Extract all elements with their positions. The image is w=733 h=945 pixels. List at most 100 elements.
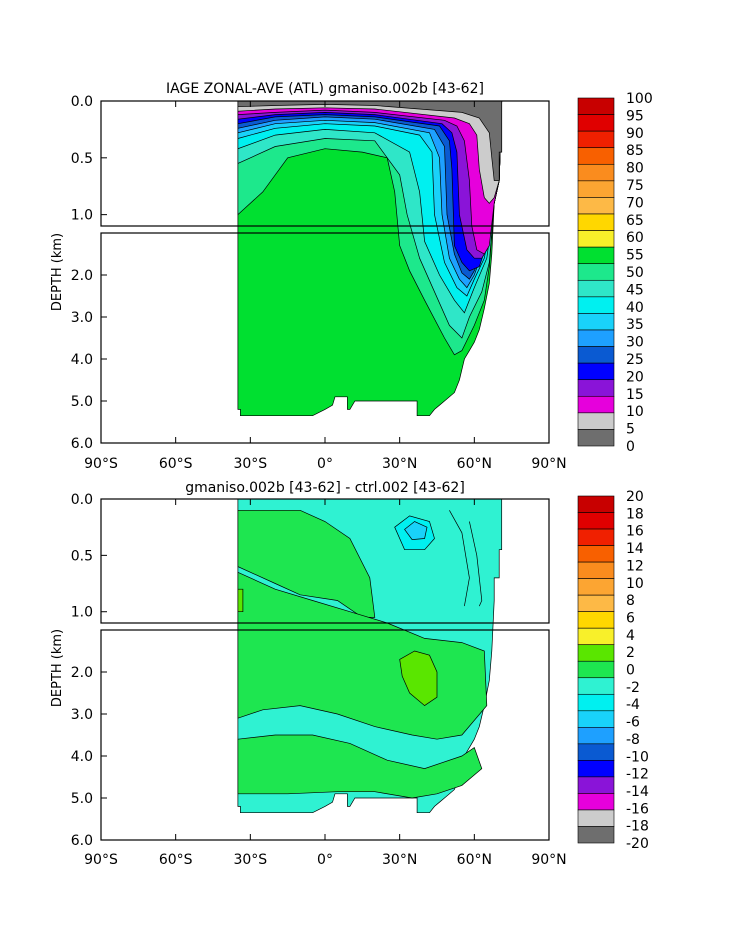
y-tick-label: 1.0 (71, 605, 93, 621)
lower-difference-field (237, 498, 503, 814)
y-tick-label: 5.0 (71, 791, 93, 807)
lower-axes: 90°S 60°S 30°S 0° 30°N 60°N 90°N 0.0 0.5 1.0 2.0 3.… (71, 492, 567, 868)
colorbar-swatch (577, 660, 615, 679)
colorbar-swatch (577, 279, 615, 298)
upper-chart-title: IAGE ZONAL-AVE (ATL) gmaniso.002b [43-62… (166, 81, 484, 97)
colorbar-swatch (577, 163, 615, 182)
colorbar-swatch (577, 693, 615, 712)
colorbar-label: 25 (626, 352, 644, 368)
y-tick-label: 2.0 (71, 665, 93, 681)
colorbar-swatch (577, 346, 615, 364)
colorbar-label: 20 (626, 369, 644, 385)
colorbar-swatch (577, 578, 615, 596)
colorbar-label: 40 (626, 300, 644, 316)
y-tick-label: 2.0 (71, 268, 93, 284)
colorbar-label: 50 (626, 265, 644, 281)
colorbar-label: 2 (626, 645, 635, 661)
colorbar-label: 95 (626, 108, 644, 124)
colorbar-label: 12 (626, 558, 644, 574)
y-tick-label: 6.0 (71, 833, 93, 849)
colorbar-swatch (577, 213, 615, 231)
x-tick-label: 90°S (84, 456, 118, 472)
y-tick-label: 6.0 (71, 436, 93, 452)
diff-minus6-region (404, 521, 428, 540)
colorbar-swatch (577, 743, 615, 761)
x-tick-label: 30°S (233, 456, 267, 472)
age-0-5-region (237, 100, 503, 181)
colorbar-swatch (577, 147, 615, 165)
colorbar-label: 75 (626, 178, 644, 194)
colorbar-label: 45 (626, 282, 644, 298)
colorbar-swatch (577, 561, 615, 579)
upper-age-field (237, 100, 503, 417)
x-tick-label: 0° (317, 852, 333, 868)
colorbar-label: 55 (626, 248, 644, 264)
colorbar-label: -18 (626, 819, 649, 835)
colorbar-swatch (577, 727, 615, 745)
colorbar-label: 8 (626, 593, 635, 609)
lower-colorbar: 20181614121086420-2-4-6-8-10-12-14-16-18… (577, 489, 649, 852)
colorbar-swatch (577, 644, 615, 662)
colorbar-label: 85 (626, 143, 644, 159)
colorbar-label: 14 (626, 541, 644, 557)
colorbar-swatch (577, 379, 615, 397)
colorbar-swatch (577, 677, 615, 695)
diff-2-4-edge-region (237, 588, 244, 613)
contour-line (449, 510, 470, 607)
contour-line (469, 521, 483, 607)
colorbar-label: 10 (626, 576, 644, 592)
colorbar-label: 0 (626, 663, 635, 679)
colorbar-swatch (577, 594, 615, 612)
colorbar-label: 65 (626, 213, 644, 229)
colorbar-swatch (577, 296, 615, 314)
colorbar-label: -4 (626, 697, 640, 713)
upper-axes: 90°S 60°S 30°S 0° 30°N 60°N 90°N 0.0 0.5 1.0 2.0 3.… (71, 94, 567, 472)
colorbar-swatch (577, 246, 615, 265)
colorbar-label: 35 (626, 317, 644, 333)
x-tick-label: 90°N (531, 456, 566, 472)
y-tick-label: 3.0 (71, 310, 93, 326)
colorbar-swatch (577, 313, 615, 331)
x-tick-label: 90°N (531, 852, 566, 868)
colorbar-swatch (577, 826, 615, 844)
x-tick-label: 60°N (457, 456, 492, 472)
colorbar-swatch (577, 809, 615, 827)
colorbar-swatch (577, 528, 615, 546)
colorbar-swatch (577, 329, 615, 347)
x-tick-label: 90°S (84, 852, 118, 868)
colorbar-swatch (577, 776, 615, 794)
y-tick-label: 0.5 (71, 151, 93, 167)
x-tick-label: 30°S (233, 852, 267, 868)
diff-0-2-deep-region (237, 734, 483, 799)
y-tick-label: 4.0 (71, 749, 93, 765)
colorbar-swatch (577, 512, 615, 530)
colorbar-label: 90 (626, 126, 644, 142)
upper-colorbar: 1009590858075706560555045403530252015105… (577, 91, 653, 455)
colorbar-swatch (577, 611, 615, 629)
colorbar-label: 60 (626, 230, 644, 246)
colorbar-swatch (577, 412, 615, 430)
y-tick-label: 5.0 (71, 394, 93, 410)
y-tick-label: 4.0 (71, 352, 93, 368)
colorbar-swatch (577, 710, 615, 728)
colorbar-swatch (577, 627, 615, 646)
colorbar-swatch (577, 197, 615, 215)
colorbar-label: 0 (626, 439, 635, 455)
lower-y-axis-label: DEPTH (km) (50, 629, 65, 707)
colorbar-label: 4 (626, 628, 635, 644)
colorbar-swatch (577, 545, 615, 563)
colorbar-swatch (577, 362, 615, 381)
colorbar-label: 18 (626, 506, 644, 522)
colorbar-label: -6 (626, 715, 640, 731)
colorbar-label: -12 (626, 767, 649, 783)
colorbar-label: -14 (626, 784, 649, 800)
colorbar-swatch (577, 495, 615, 513)
diff-2-4-region (399, 650, 438, 707)
colorbar-label: 30 (626, 335, 644, 351)
colorbar-label: -8 (626, 732, 640, 748)
colorbar-swatch (577, 130, 615, 149)
x-tick-label: 0° (317, 456, 333, 472)
colorbar-label: -16 (626, 801, 649, 817)
colorbar-label: -2 (626, 680, 640, 696)
x-tick-label: 30°N (382, 456, 417, 472)
